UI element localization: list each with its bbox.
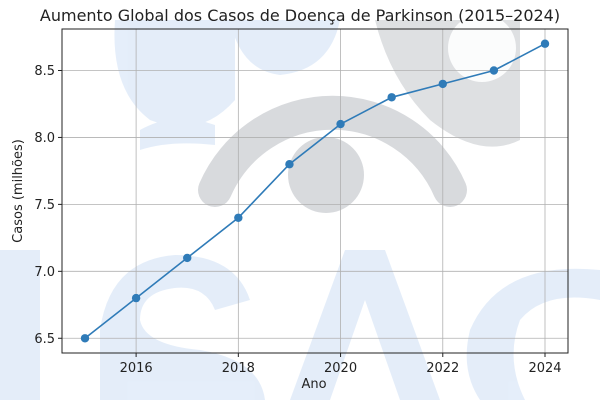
data-point [183,253,192,263]
x-tick-label: 2016 [120,361,153,376]
data-point [131,293,141,303]
data-point [80,334,90,343]
plot-area-frame [61,28,569,354]
chart-title: Aumento Global dos Casos de Doença de Pa… [40,6,560,25]
x-tick-label: 2018 [222,361,255,376]
data-point [489,66,499,75]
y-tick-label: 6.5 [34,332,55,347]
data-point [285,160,294,169]
x-axis-title: Ano [301,377,326,392]
series-line [84,42,546,339]
y-axis-title: Casos (milhões) [11,139,26,243]
y-tick-label: 8.0 [34,131,55,146]
x-axis-ticks: 2016 2018 2020 2022 2024 [120,353,562,376]
x-tick-label: 2022 [426,361,459,376]
y-tick-label: 8.5 [34,64,55,79]
background-watermark [0,14,600,400]
data-point [438,79,447,89]
data-point [234,213,243,222]
data-point [540,39,550,48]
x-tick-label: 2020 [324,361,357,376]
data-series [80,39,550,343]
x-tick-label: 2024 [528,361,561,376]
data-point [387,93,396,102]
y-tick-label: 7.5 [34,198,55,213]
data-point [336,119,345,129]
grid-lines [62,29,568,353]
y-axis-ticks: 6.5 7.0 7.5 8.0 8.5 [34,64,62,347]
y-tick-label: 7.0 [34,265,55,280]
